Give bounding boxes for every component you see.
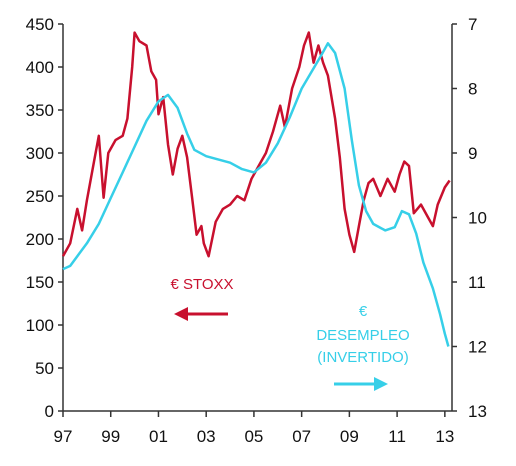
right-tick-label: 7	[468, 15, 477, 34]
right-tick-label: 9	[468, 144, 477, 163]
x-axis-ticks: 97 99 01 03 05 07 09 11 13	[54, 411, 454, 446]
left-tick-label: 100	[26, 316, 54, 335]
desempleo-arrowhead	[374, 377, 388, 391]
left-tick-label: 400	[26, 58, 54, 77]
x-tick-label: 97	[54, 427, 73, 446]
x-tick-label: 99	[101, 427, 120, 446]
x-tick-label: 07	[292, 427, 311, 446]
right-tick-label: 13	[468, 402, 487, 421]
x-tick-label: 11	[388, 427, 406, 446]
left-tick-label: 300	[26, 144, 54, 163]
left-tick-label: 0	[45, 402, 54, 421]
stoxx-label: € STOXX	[170, 276, 233, 293]
desempleo-label-inverted: (INVERTIDO)	[317, 349, 408, 366]
desempleo-symbol: €	[359, 303, 368, 320]
right-tick-label: 8	[468, 80, 477, 99]
left-axis-ticks: 0 50 100 150 200 250 300 350 400 450	[26, 15, 63, 421]
x-tick-label: 13	[435, 427, 454, 446]
right-tick-label: 12	[468, 338, 487, 357]
left-tick-label: 450	[26, 15, 54, 34]
right-axis-ticks: 7 8 9 10 11 12 13	[452, 15, 487, 421]
x-tick-label: 09	[340, 427, 359, 446]
desempleo-series-line	[62, 42, 450, 347]
x-tick-label: 01	[149, 427, 168, 446]
series-group	[61, 31, 451, 347]
x-tick-label: 05	[244, 427, 263, 446]
left-tick-label: 200	[26, 230, 54, 249]
stoxx-series-line	[61, 31, 451, 258]
stoxx-arrowhead	[174, 307, 188, 321]
desempleo-label: DESEMPLEO	[316, 327, 409, 344]
left-tick-label: 50	[35, 359, 54, 378]
left-tick-label: 350	[26, 101, 54, 120]
right-tick-label: 11	[468, 273, 486, 292]
x-tick-label: 03	[197, 427, 216, 446]
left-tick-label: 250	[26, 187, 54, 206]
right-tick-label: 10	[468, 209, 487, 228]
left-tick-label: 150	[26, 273, 54, 292]
